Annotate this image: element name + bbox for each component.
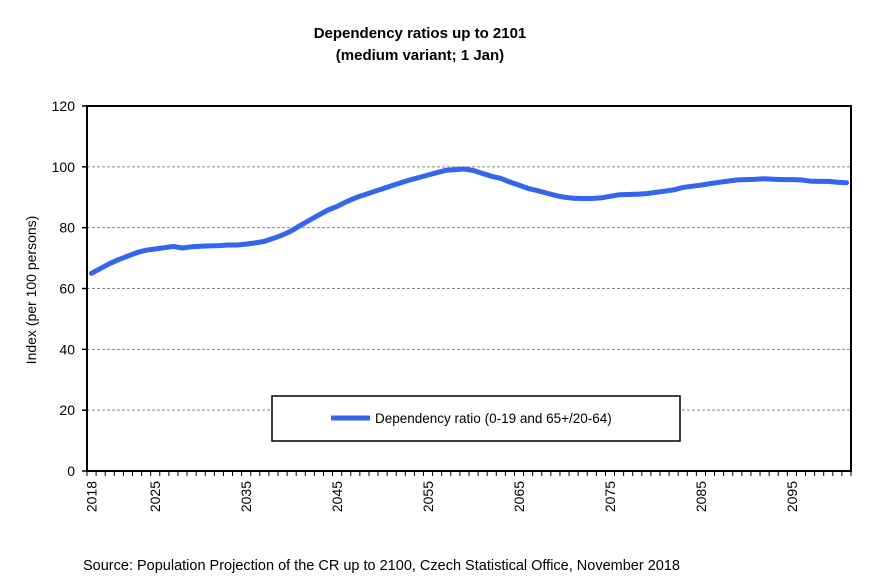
x-tick-label: 2018 [84, 481, 100, 512]
chart-title: Dependency ratios up to 2101 [313, 25, 527, 42]
y-tick-label: 60 [59, 281, 75, 297]
x-tick-label: 2095 [784, 481, 800, 512]
x-tick-label: 2045 [329, 481, 345, 512]
y-tick-label: 100 [52, 159, 76, 175]
x-tick-label: 2065 [511, 481, 527, 512]
x-tick-label: 2025 [147, 481, 163, 512]
y-tick-label: 0 [67, 463, 75, 479]
chart-subtitle: (medium variant; 1 Jan) [335, 47, 505, 64]
y-tick-label: 20 [59, 402, 75, 418]
source-note: Source: Population Projection of the CR … [83, 558, 680, 574]
series-line [89, 166, 849, 276]
y-tick-label: 40 [59, 341, 75, 357]
legend-label: Dependency ratio (0-19 and 65+/20-64) [375, 411, 612, 426]
y-tick-label: 80 [59, 220, 75, 236]
y-axis-label: Index (per 100 persons) [23, 216, 39, 365]
x-tick-label: 2085 [693, 481, 709, 512]
x-tick-label: 2055 [420, 481, 436, 512]
x-tick-label: 2075 [602, 481, 618, 512]
y-tick-label: 120 [52, 98, 76, 114]
x-tick-label: 2035 [238, 481, 254, 512]
